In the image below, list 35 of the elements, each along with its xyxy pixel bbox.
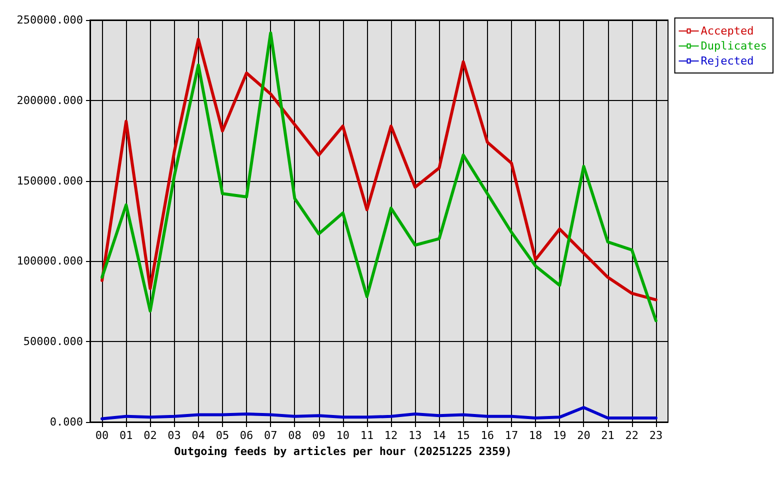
x-tick-label: 18 xyxy=(528,429,542,442)
x-tick-label: 23 xyxy=(649,429,663,442)
x-tick-label: 21 xyxy=(601,429,614,442)
x-tick-label: 11 xyxy=(360,429,374,442)
y-tick-label: 100000.000 xyxy=(16,254,83,268)
x-tick-label: 00 xyxy=(95,429,109,442)
x-tick-label: 05 xyxy=(216,429,230,442)
x-axis-title: Outgoing feeds by articles per hour (20251225 2359) xyxy=(174,445,512,458)
x-tick-label: 15 xyxy=(456,429,470,442)
y-tick-label: 0.000 xyxy=(50,416,83,428)
x-tick-label: 09 xyxy=(312,429,326,442)
x-tick-label: 13 xyxy=(408,429,422,442)
x-tick-label: 20 xyxy=(577,429,590,442)
x-tick-label: 22 xyxy=(625,429,638,442)
x-tick-label: 14 xyxy=(432,429,446,442)
x-tick-label: 16 xyxy=(480,429,494,442)
y-tick-label: 200000.000 xyxy=(16,94,83,107)
y-tick-label: 50000.000 xyxy=(23,335,83,348)
x-tick-label: 04 xyxy=(192,429,206,442)
x-tick-label: 07 xyxy=(264,429,278,442)
x-tick-label: 17 xyxy=(504,429,518,442)
y-tick-label: 250000.000 xyxy=(16,14,83,26)
legend-label: Rejected xyxy=(700,54,754,68)
line-series xyxy=(100,406,658,420)
x-tick-label: 10 xyxy=(336,429,350,442)
x-tick-label: 01 xyxy=(120,429,133,442)
x-tick-label: 12 xyxy=(384,429,398,442)
x-tick-label: 03 xyxy=(168,429,181,442)
x-tick-label: 02 xyxy=(144,429,157,442)
legend-label: Duplicates xyxy=(700,40,768,52)
y-tick-label: 150000.000 xyxy=(16,174,83,188)
legend-label: Accepted xyxy=(700,24,754,38)
x-tick-label: 08 xyxy=(288,429,302,442)
x-tick-label: 06 xyxy=(240,429,254,442)
x-tick-label: 19 xyxy=(553,429,566,442)
